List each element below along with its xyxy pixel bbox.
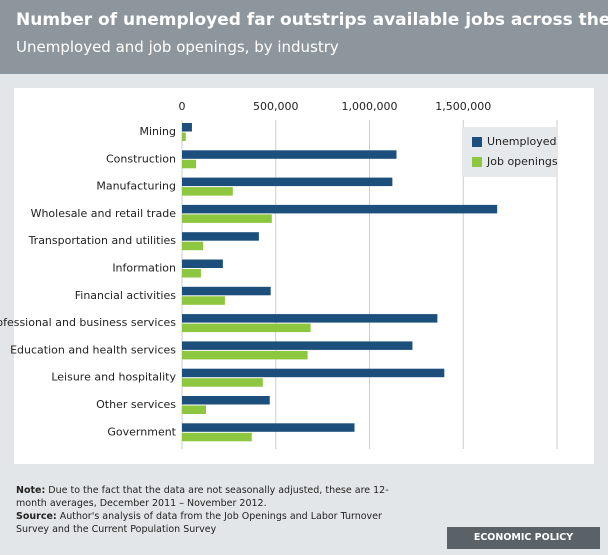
legend-label: Unemployed (487, 135, 557, 148)
bar (182, 350, 308, 360)
y-tick-label: Transportation and utilities (28, 234, 177, 247)
y-tick-label: Manufacturing (96, 180, 176, 193)
bar (182, 314, 438, 323)
bar (182, 341, 413, 350)
y-tick-label: Mining (139, 125, 176, 138)
bar (182, 269, 201, 278)
bar (182, 432, 252, 442)
bar (182, 405, 206, 414)
bar (182, 241, 203, 251)
y-tick-label: Education and health services (10, 343, 176, 356)
y-tick-label: Financial activities (75, 289, 177, 302)
y-tick-label: Professional and business services (0, 316, 176, 329)
note-text: Due to the fact that the data are not se… (16, 485, 389, 509)
bar (182, 187, 233, 196)
bar (182, 423, 355, 432)
y-tick-label: Government (107, 425, 176, 438)
bar (182, 177, 393, 187)
x-tick-label: 1,000,000 (342, 100, 398, 113)
y-tick-label: Other services (96, 398, 176, 411)
source-text: Author's analysis of data from the Job O… (16, 511, 382, 535)
x-tick-label: 0 (179, 100, 186, 113)
legend-swatch (472, 137, 482, 147)
bar (182, 204, 498, 214)
bar (182, 323, 311, 333)
bar (182, 159, 197, 169)
y-tick-label: Construction (106, 152, 176, 165)
chart-subtitle: Unemployed and job openings, by industry (16, 38, 339, 56)
bar (182, 150, 397, 159)
note-label: Note: (16, 485, 46, 496)
source-label: Source: (16, 511, 57, 522)
bar (182, 123, 192, 132)
footnote: Note: Due to the fact that the data are … (16, 484, 416, 536)
chart: 0 500,000 1,000,000 1,500,000 Mining Construc… (0, 88, 594, 464)
bar (182, 259, 223, 268)
y-tick-label: Wholesale and retail trade (31, 207, 177, 220)
x-tick-label: 1,500,000 (435, 100, 491, 113)
bar (182, 396, 270, 405)
source: Source: Author's analysis of data from t… (16, 510, 416, 536)
legend-box (462, 127, 556, 177)
legend-label: Job openings (486, 155, 558, 168)
bar (182, 378, 263, 387)
brand: ECONOMIC POLICY INSTITUTE (447, 527, 600, 555)
y-tick-label: Information (112, 262, 176, 275)
legend-swatch (472, 157, 482, 167)
bar (182, 368, 445, 378)
header: Number of unemployed far outstrips avail… (0, 0, 608, 74)
bar (182, 286, 271, 296)
x-tick-label: 500,000 (253, 100, 299, 113)
bar (182, 214, 272, 223)
bar (182, 132, 186, 141)
bar (182, 296, 225, 305)
note: Note: Due to the fact that the data are … (16, 484, 416, 510)
bar (182, 232, 259, 241)
y-tick-label: Leisure and hospitality (51, 371, 176, 384)
chart-title: Number of unemployed far outstrips avail… (16, 10, 608, 30)
